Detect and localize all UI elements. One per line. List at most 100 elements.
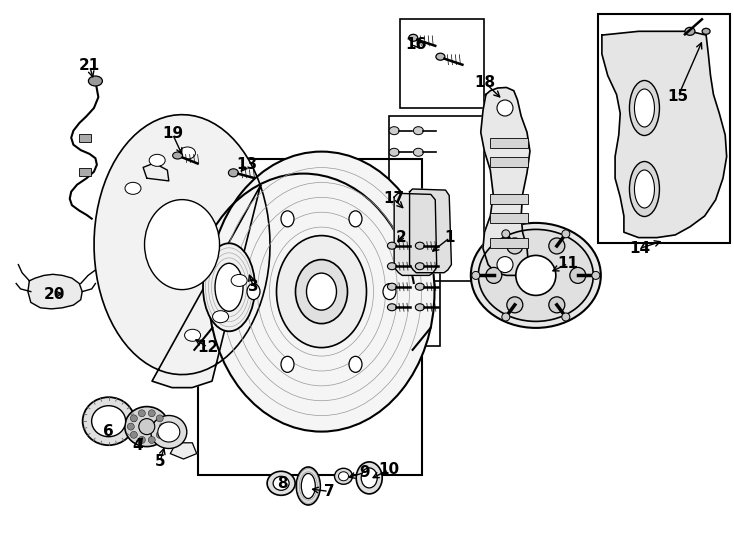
Ellipse shape <box>172 152 183 159</box>
Circle shape <box>472 272 480 279</box>
Circle shape <box>138 410 145 417</box>
Ellipse shape <box>413 127 424 134</box>
Ellipse shape <box>338 472 349 481</box>
Ellipse shape <box>297 467 320 505</box>
Bar <box>79 168 90 176</box>
Ellipse shape <box>634 170 655 208</box>
Ellipse shape <box>307 273 336 310</box>
Circle shape <box>148 410 156 417</box>
Ellipse shape <box>388 304 396 310</box>
Ellipse shape <box>158 422 180 442</box>
Ellipse shape <box>83 397 134 445</box>
Text: 10: 10 <box>379 462 399 477</box>
Circle shape <box>156 415 163 422</box>
Circle shape <box>549 238 565 254</box>
Ellipse shape <box>88 76 103 86</box>
Ellipse shape <box>208 152 435 431</box>
Ellipse shape <box>415 263 424 269</box>
Text: 3: 3 <box>248 279 258 294</box>
Ellipse shape <box>301 474 316 498</box>
Ellipse shape <box>273 476 289 490</box>
Ellipse shape <box>389 127 399 134</box>
Circle shape <box>506 238 523 254</box>
Bar <box>490 138 528 148</box>
Polygon shape <box>143 163 169 181</box>
Ellipse shape <box>630 161 659 217</box>
Circle shape <box>127 423 134 430</box>
Bar <box>598 14 730 243</box>
Circle shape <box>516 255 556 295</box>
Circle shape <box>562 313 570 321</box>
Ellipse shape <box>150 415 187 449</box>
Ellipse shape <box>281 356 294 373</box>
Ellipse shape <box>231 274 247 286</box>
Bar <box>198 159 422 475</box>
Ellipse shape <box>413 148 424 156</box>
Circle shape <box>506 297 523 313</box>
Ellipse shape <box>228 169 239 177</box>
Text: 14: 14 <box>630 241 650 256</box>
Bar <box>490 238 528 248</box>
Text: 21: 21 <box>79 58 100 73</box>
Text: 15: 15 <box>668 89 688 104</box>
Circle shape <box>139 418 155 435</box>
Text: 2: 2 <box>396 230 406 245</box>
Ellipse shape <box>685 28 695 35</box>
Ellipse shape <box>213 310 228 323</box>
Circle shape <box>131 431 137 438</box>
Polygon shape <box>481 87 530 275</box>
Ellipse shape <box>415 242 424 249</box>
Text: 12: 12 <box>197 340 218 355</box>
Text: 16: 16 <box>406 37 426 52</box>
Text: 8: 8 <box>277 476 288 491</box>
Ellipse shape <box>388 242 396 249</box>
Ellipse shape <box>335 468 352 484</box>
Bar <box>79 134 90 141</box>
Ellipse shape <box>203 244 255 331</box>
Ellipse shape <box>356 462 382 494</box>
Ellipse shape <box>184 329 200 341</box>
Circle shape <box>159 423 167 430</box>
Ellipse shape <box>349 356 362 373</box>
Ellipse shape <box>409 35 418 41</box>
Circle shape <box>131 415 137 422</box>
Bar <box>490 194 528 205</box>
Text: 17: 17 <box>383 191 404 206</box>
Ellipse shape <box>215 264 243 311</box>
Ellipse shape <box>361 468 377 488</box>
Ellipse shape <box>125 407 169 447</box>
Polygon shape <box>394 193 437 275</box>
Circle shape <box>497 256 513 273</box>
Ellipse shape <box>470 223 601 328</box>
Ellipse shape <box>247 284 260 300</box>
Text: 4: 4 <box>132 438 142 453</box>
Ellipse shape <box>296 260 347 323</box>
Bar <box>490 213 528 224</box>
Circle shape <box>156 431 163 438</box>
Bar <box>344 235 440 346</box>
Text: 20: 20 <box>43 287 65 302</box>
Text: 13: 13 <box>236 157 257 172</box>
Ellipse shape <box>415 284 424 290</box>
Ellipse shape <box>415 304 424 310</box>
Ellipse shape <box>281 211 294 227</box>
Circle shape <box>562 230 570 238</box>
Ellipse shape <box>125 183 141 194</box>
Polygon shape <box>170 443 197 459</box>
Text: 18: 18 <box>474 75 495 90</box>
Ellipse shape <box>383 284 396 300</box>
Ellipse shape <box>702 28 710 35</box>
Bar <box>389 116 484 281</box>
Ellipse shape <box>179 147 195 159</box>
Ellipse shape <box>479 230 593 321</box>
Ellipse shape <box>267 471 295 495</box>
Ellipse shape <box>145 200 219 289</box>
Text: 6: 6 <box>103 424 114 440</box>
Circle shape <box>502 230 510 238</box>
Ellipse shape <box>277 235 366 348</box>
Ellipse shape <box>149 154 165 166</box>
Circle shape <box>502 313 510 321</box>
Text: 5: 5 <box>155 454 165 469</box>
Circle shape <box>148 436 156 443</box>
Text: 19: 19 <box>162 126 183 141</box>
